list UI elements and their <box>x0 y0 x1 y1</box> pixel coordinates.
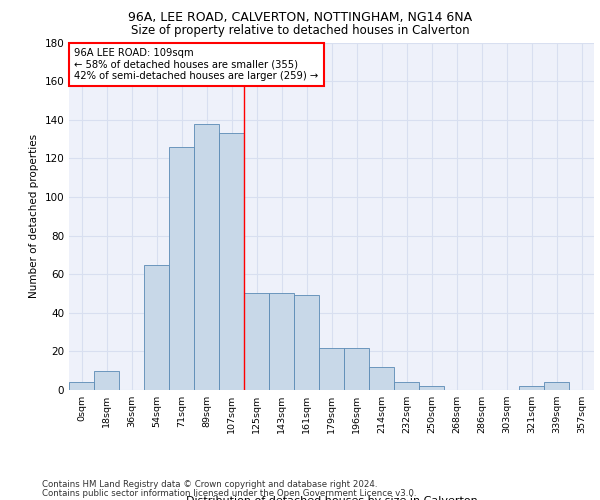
Bar <box>544 382 569 390</box>
Bar <box>319 348 344 390</box>
Bar <box>519 386 544 390</box>
Bar <box>94 370 119 390</box>
Bar <box>169 147 194 390</box>
Text: Contains public sector information licensed under the Open Government Licence v3: Contains public sector information licen… <box>42 489 416 498</box>
Bar <box>269 294 294 390</box>
Bar <box>144 264 169 390</box>
Bar <box>69 382 94 390</box>
Text: 96A, LEE ROAD, CALVERTON, NOTTINGHAM, NG14 6NA: 96A, LEE ROAD, CALVERTON, NOTTINGHAM, NG… <box>128 11 472 24</box>
Bar <box>369 367 394 390</box>
Text: Size of property relative to detached houses in Calverton: Size of property relative to detached ho… <box>131 24 469 37</box>
Bar <box>219 133 244 390</box>
Bar <box>194 124 219 390</box>
Bar <box>294 296 319 390</box>
Bar <box>419 386 444 390</box>
Bar <box>394 382 419 390</box>
Y-axis label: Number of detached properties: Number of detached properties <box>29 134 39 298</box>
Text: 96A LEE ROAD: 109sqm
← 58% of detached houses are smaller (355)
42% of semi-deta: 96A LEE ROAD: 109sqm ← 58% of detached h… <box>74 48 319 81</box>
X-axis label: Distribution of detached houses by size in Calverton: Distribution of detached houses by size … <box>185 496 478 500</box>
Bar <box>244 294 269 390</box>
Text: Contains HM Land Registry data © Crown copyright and database right 2024.: Contains HM Land Registry data © Crown c… <box>42 480 377 489</box>
Bar <box>344 348 369 390</box>
